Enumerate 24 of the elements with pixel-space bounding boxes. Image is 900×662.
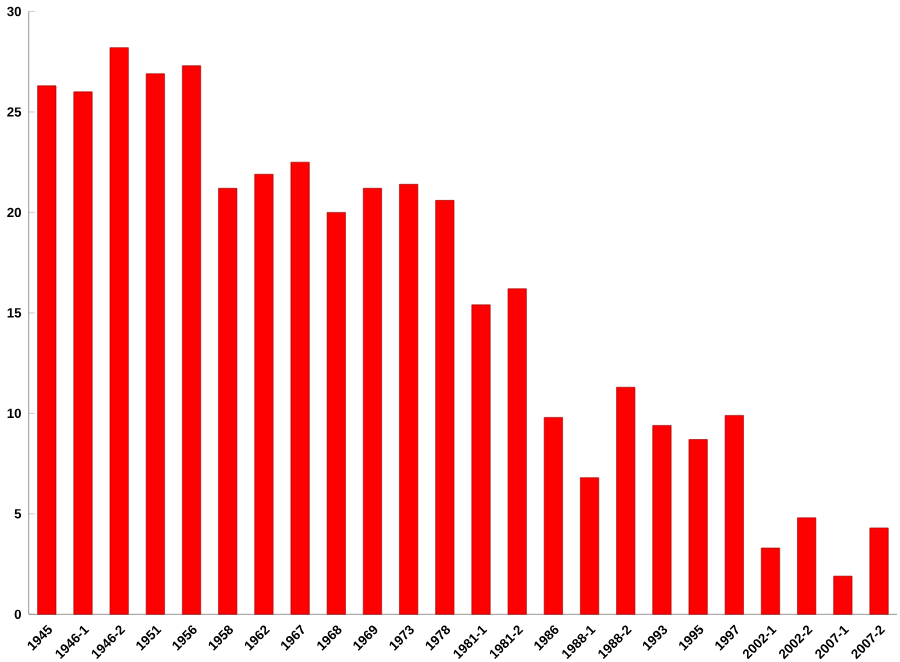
bar: [833, 575, 853, 615]
bar: [507, 288, 527, 615]
bar: [471, 304, 491, 615]
bar: [652, 424, 672, 615]
bar: [109, 47, 129, 615]
bar: [145, 73, 165, 615]
bar: [182, 65, 202, 615]
bar: [724, 414, 744, 615]
bar: [543, 416, 563, 615]
bar: [218, 187, 238, 615]
bar: [73, 91, 93, 615]
bar: [362, 187, 382, 615]
bar: [797, 517, 817, 615]
bar: [290, 161, 310, 615]
bar: [869, 527, 889, 615]
bar: [37, 85, 57, 615]
bar: [254, 173, 274, 615]
bar: [760, 547, 780, 615]
bar: [435, 199, 455, 615]
bar: [688, 438, 708, 615]
bar: [399, 183, 419, 615]
bar: [326, 211, 346, 615]
bar: [580, 477, 600, 615]
bar: [616, 386, 636, 615]
